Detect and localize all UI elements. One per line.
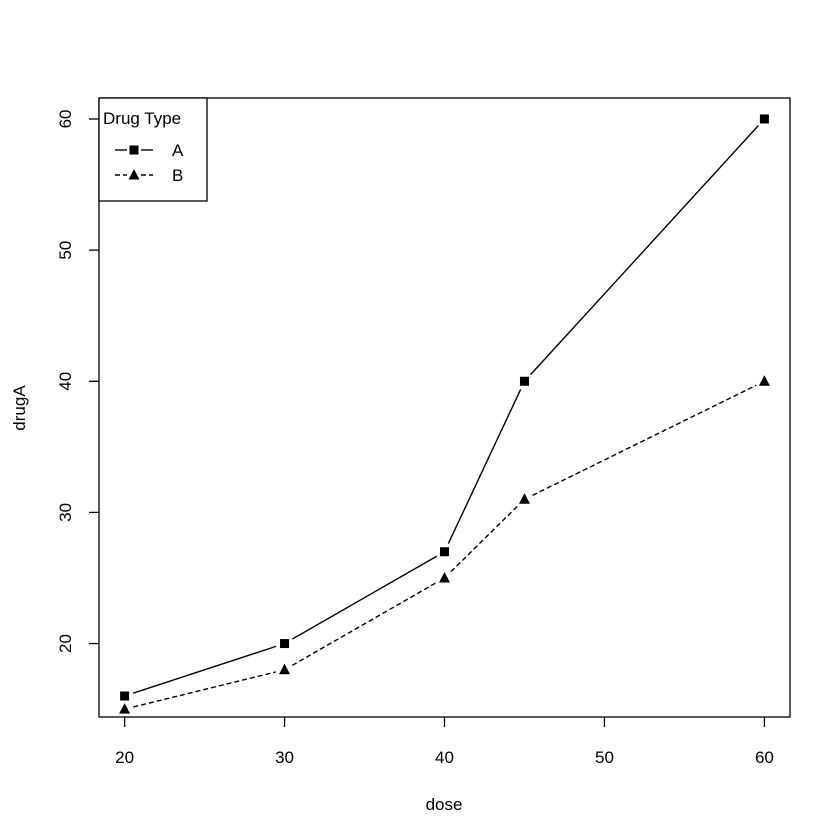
- series-A: [120, 114, 769, 701]
- series-line-segment: [292, 555, 438, 640]
- x-tick-label: 40: [435, 748, 454, 767]
- legend-label: B: [172, 166, 183, 185]
- legend-items: AB: [115, 141, 184, 185]
- data-point: [519, 376, 529, 386]
- y-tick-label: 60: [56, 110, 75, 129]
- series-layer: [119, 114, 770, 714]
- legend-item-A: A: [115, 141, 184, 160]
- data-point: [439, 571, 450, 583]
- y-tick-label: 20: [56, 634, 75, 653]
- y-tick-label: 50: [56, 241, 75, 260]
- data-point: [120, 691, 130, 701]
- y-axis-title: drugA: [10, 385, 29, 431]
- series-line-segment: [133, 671, 276, 708]
- series-line-segment: [132, 645, 277, 694]
- x-tick-label: 50: [595, 748, 614, 767]
- data-point: [280, 639, 290, 649]
- x-axis: 20 30 40 50 60: [115, 717, 774, 767]
- data-point: [440, 547, 449, 557]
- series-line-segment: [292, 581, 438, 666]
- y-axis: 20 30 40 50 60: [56, 110, 99, 653]
- series-line-segment: [532, 384, 757, 496]
- legend-title: Drug Type: [103, 109, 181, 128]
- y-tick-label: 30: [56, 503, 75, 522]
- legend-label: A: [172, 141, 184, 160]
- x-tick-label: 30: [275, 748, 294, 767]
- data-point: [518, 493, 530, 504]
- legend: Drug Type AB: [98, 97, 208, 202]
- series-line-segment: [447, 389, 522, 544]
- legend-item-B: B: [115, 166, 183, 185]
- series-line-segment: [530, 125, 759, 376]
- legend-marker: [129, 145, 139, 155]
- x-tick-label: 20: [115, 748, 134, 767]
- x-tick-label: 60: [755, 748, 774, 767]
- x-axis-title: dose: [426, 795, 463, 814]
- y-tick-label: 40: [56, 372, 75, 391]
- series-B: [119, 375, 770, 714]
- data-point: [758, 375, 770, 386]
- data-point: [759, 114, 769, 124]
- data-point: [119, 703, 131, 714]
- legend-marker: [128, 169, 140, 180]
- data-point: [279, 663, 291, 675]
